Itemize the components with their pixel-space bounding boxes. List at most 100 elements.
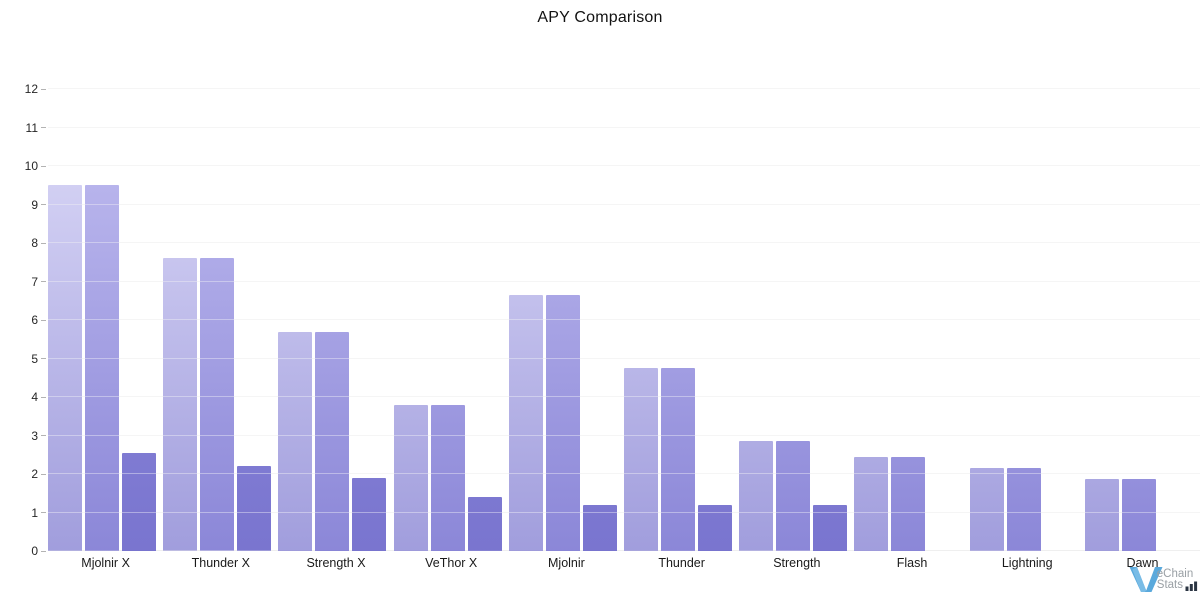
y-tick-label: 8 (31, 237, 46, 249)
bar-slot (122, 89, 156, 551)
apy-bar-2[interactable] (891, 456, 926, 551)
apy-bar-3[interactable] (352, 477, 387, 551)
bar-slot (278, 89, 313, 551)
bar-slot (813, 89, 848, 551)
bar-group: Thunder (624, 89, 739, 570)
bar-slot (582, 89, 617, 551)
apy-bar-1[interactable] (393, 404, 428, 551)
x-axis-label: VeThor X (425, 556, 478, 570)
bar-slot (393, 89, 428, 551)
apy-bar-2[interactable] (85, 185, 119, 551)
y-tick-label: 3 (31, 430, 46, 442)
y-tick-mark (41, 512, 46, 514)
bar-slot (1006, 89, 1041, 551)
gridline (48, 550, 1200, 551)
x-axis-label: Thunder (658, 556, 705, 570)
apy-bar-2[interactable] (200, 258, 235, 551)
bar-slot (624, 89, 659, 551)
y-tick-label: 6 (31, 314, 46, 326)
apy-bar-2[interactable] (315, 331, 350, 551)
apy-bar-1[interactable] (739, 441, 774, 551)
bar-slot (854, 89, 889, 551)
bar-slot (85, 89, 119, 551)
bar-slot (928, 89, 962, 551)
bar-slot (1159, 89, 1193, 551)
gridline (48, 242, 1200, 244)
apy-bar-2[interactable] (545, 294, 580, 551)
y-tick-label: 10 (25, 160, 46, 172)
y-tick-label: 7 (31, 276, 46, 288)
apy-bar-2[interactable] (1006, 468, 1041, 551)
bar-slot (1044, 89, 1078, 551)
apy-bar-1[interactable] (48, 185, 82, 551)
y-tick-mark (41, 281, 46, 282)
x-axis-label: Mjolnir X (81, 556, 130, 570)
apy-bar-3[interactable] (698, 504, 733, 551)
gridline (48, 280, 1200, 282)
y-tick-mark (41, 396, 46, 398)
vechainstats-v-icon (1129, 567, 1163, 592)
bar-slot (969, 89, 1004, 551)
bar-slot (545, 89, 580, 551)
y-tick-label: 0 (31, 545, 46, 557)
apy-bar-1[interactable] (163, 258, 198, 551)
y-tick-label: 1 (31, 507, 46, 519)
y-tick-mark (41, 358, 46, 359)
gridline (48, 203, 1200, 205)
apy-bar-3[interactable] (122, 452, 156, 551)
bar-groups: Mjolnir X Thunder X Strength X VeThor X Mjol… (48, 89, 1200, 570)
stats-bars-icon (1185, 581, 1198, 591)
y-tick-mark (41, 204, 46, 205)
apy-bar-1[interactable] (854, 456, 889, 551)
apy-bar-3[interactable] (813, 504, 848, 551)
gridline (48, 511, 1200, 513)
gridline (48, 88, 1200, 89)
apy-bar-3[interactable] (582, 504, 617, 551)
bar-slot (237, 89, 272, 551)
bar-slot (200, 89, 235, 551)
bar-slot (661, 89, 696, 551)
vechainstats-watermark: eChain Stats (1129, 566, 1198, 592)
gridline (48, 126, 1200, 128)
apy-bar-3[interactable] (467, 497, 502, 551)
vechainstats-wordmark: eChain Stats (1157, 566, 1198, 591)
y-tick-mark (41, 88, 46, 90)
bar-group: Thunder X (163, 89, 278, 570)
x-axis-label: Dawn (1126, 556, 1159, 570)
apy-bar-1[interactable] (508, 294, 543, 551)
bar-group: Strength X (278, 89, 393, 570)
bar-slot (48, 89, 82, 551)
apy-bar-2[interactable] (430, 404, 465, 551)
bar-slot (776, 89, 811, 551)
gridline (48, 434, 1200, 436)
apy-bar-3[interactable] (237, 466, 272, 551)
y-tick-mark (41, 319, 46, 321)
gridlines (48, 88, 1200, 551)
y-tick-mark (41, 165, 46, 167)
apy-bar-2[interactable] (776, 441, 811, 551)
bar-group: Strength (739, 89, 854, 570)
bar-slot (698, 89, 733, 551)
apy-bar-2[interactable] (1121, 479, 1156, 551)
apy-bar-2[interactable] (661, 368, 696, 551)
bar-group: Dawn (1084, 89, 1200, 570)
apy-bar-1[interactable] (1084, 479, 1119, 551)
x-axis-label: Lightning (1001, 556, 1053, 570)
bar-group: Mjolnir X (48, 89, 163, 570)
bar-slot (430, 89, 465, 551)
y-tick-label: 5 (31, 353, 46, 365)
y-tick-mark (41, 473, 46, 475)
apy-bar-1[interactable] (278, 331, 313, 551)
apy-bar-1[interactable] (969, 468, 1004, 551)
apy-bar-1[interactable] (624, 368, 659, 551)
y-tick-label: 4 (31, 391, 46, 403)
x-axis-label: Thunder X (191, 556, 250, 570)
bar-slot (739, 89, 774, 551)
y-tick-label: 9 (31, 199, 46, 211)
gridline (48, 357, 1200, 359)
chart-title: APY Comparison (537, 9, 663, 26)
bar-slot (315, 89, 350, 551)
plot-area: Mjolnir X Thunder X Strength X VeThor X Mjol… (48, 88, 1200, 570)
y-tick-label: 12 (25, 83, 46, 95)
y-tick-mark (41, 242, 46, 244)
